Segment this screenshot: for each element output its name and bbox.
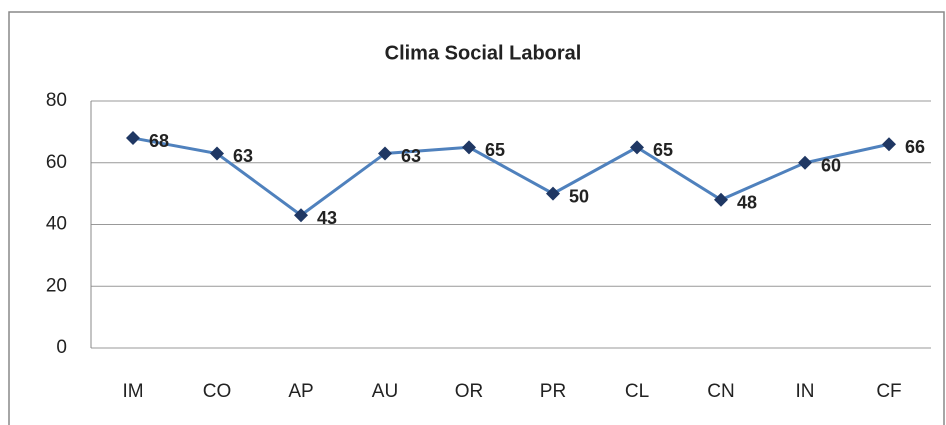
- data-label: 60: [821, 156, 841, 176]
- x-tick-label: AP: [288, 381, 313, 402]
- chart-title: Clima Social Laboral: [385, 42, 582, 64]
- y-tick-label: 60: [46, 152, 67, 173]
- line: [132, 136, 890, 218]
- marker: [798, 155, 812, 170]
- data-label: 43: [317, 208, 337, 228]
- y-tick-label: 0: [56, 337, 67, 358]
- x-tick-label: IM: [122, 381, 143, 402]
- x-tick-label: CN: [707, 381, 734, 402]
- marker: [126, 131, 140, 146]
- x-tick-label: PR: [540, 381, 566, 402]
- x-tick-label: CL: [625, 381, 649, 402]
- data-label: 65: [485, 140, 505, 160]
- data-label: 50: [569, 186, 589, 206]
- marker: [210, 146, 224, 161]
- x-tick-label: AU: [372, 381, 398, 402]
- x-tick-label: IN: [796, 381, 815, 402]
- x-tick-label: CO: [203, 381, 232, 402]
- marker: [294, 208, 308, 223]
- data-label: 63: [233, 146, 253, 166]
- data-label: 66: [905, 137, 925, 157]
- data-label: 65: [653, 140, 673, 160]
- marker: [462, 140, 476, 155]
- chart-border: [8, 11, 945, 425]
- x-tick-label: OR: [455, 381, 484, 402]
- marker: [714, 192, 728, 207]
- marker: [630, 140, 644, 155]
- data-label: 68: [149, 131, 169, 151]
- marker: [882, 137, 896, 152]
- data-label: 48: [737, 193, 757, 213]
- y-tick-label: 40: [46, 214, 67, 235]
- marker: [378, 146, 392, 161]
- data-label: 63: [401, 146, 421, 166]
- y-tick-label: 20: [46, 275, 67, 296]
- y-tick-label: 80: [46, 90, 67, 111]
- x-tick-label: CF: [876, 381, 901, 402]
- marker: [546, 186, 560, 201]
